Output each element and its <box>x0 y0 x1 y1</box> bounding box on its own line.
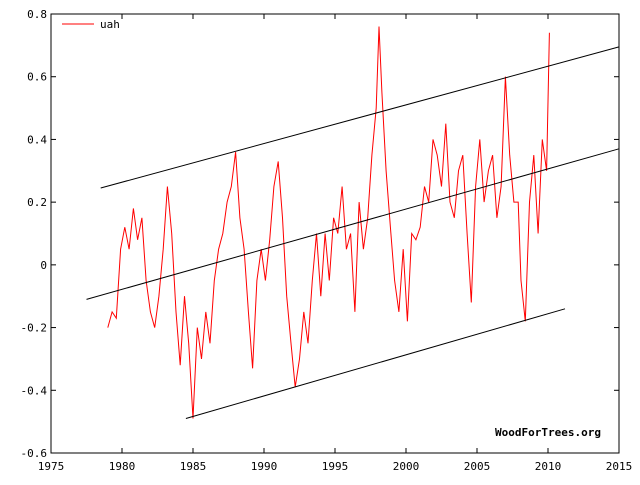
y-tick-label: 0.4 <box>27 133 47 146</box>
legend: uah <box>62 18 120 31</box>
y-tick-label: 0.6 <box>27 71 47 84</box>
axes: 1975 1980 1985 1990 1995 2000 2005 2010 2015 -0.6… <box>21 8 633 473</box>
y-tick-label: 0.2 <box>27 196 47 209</box>
x-tick-label: 1995 <box>322 460 349 473</box>
x-tick-label: 2000 <box>393 460 420 473</box>
y-tick-label: -0.4 <box>21 384 48 397</box>
series-layer <box>86 26 620 419</box>
trend-line-3 <box>185 308 566 419</box>
series-line-uah <box>107 26 550 419</box>
x-tick-label: 2015 <box>606 460 633 473</box>
trend-line-2 <box>100 46 620 189</box>
y-tick-label: -0.2 <box>21 322 48 335</box>
x-tick-label: 2010 <box>535 460 562 473</box>
x-tick-label: 1990 <box>251 460 278 473</box>
y-tick-label: 0.8 <box>27 8 47 21</box>
legend-label: uah <box>100 18 120 31</box>
watermark: WoodForTrees.org <box>495 426 601 439</box>
trend-line-1 <box>86 148 620 300</box>
x-tick-label: 1975 <box>38 460 65 473</box>
y-tick-label: -0.6 <box>21 447 48 460</box>
x-tick-label: 2005 <box>464 460 491 473</box>
x-tick-label: 1980 <box>109 460 136 473</box>
y-tick-label: 0 <box>40 259 47 272</box>
x-tick-label: 1985 <box>180 460 207 473</box>
